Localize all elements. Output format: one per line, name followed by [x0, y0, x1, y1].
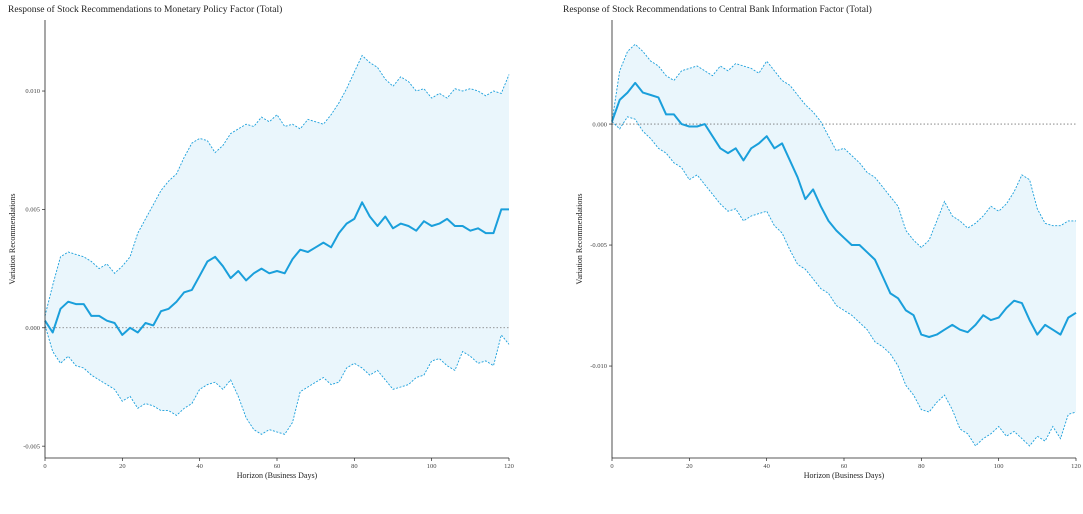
x-tick-label: 80 [918, 463, 925, 470]
y-tick-label: 0.010 [25, 88, 40, 95]
chart-panel-central-bank-information: Response of Stock Recommendations to Cen… [543, 0, 1083, 514]
x-tick-label: 40 [196, 463, 203, 470]
y-tick-label: 0.000 [25, 325, 40, 332]
lower-bound-line [611, 116, 1077, 447]
x-tick-label: 100 [427, 463, 437, 470]
x-tick-label: 100 [994, 463, 1004, 470]
confidence-band-area [45, 55, 509, 435]
x-tick-label: 60 [274, 463, 281, 470]
chart-title: Response of Stock Recommendations to Mon… [8, 5, 283, 15]
y-tick-label: -0.005 [23, 443, 40, 450]
y-tick-label: 0.005 [25, 207, 40, 214]
x-tick-label: 0 [610, 463, 613, 470]
x-tick-label: 120 [1071, 463, 1081, 470]
y-axis-label: Variation Recommendations [8, 194, 17, 285]
x-axis-label: Horizon (Business Days) [237, 471, 318, 480]
upper-bound-line [44, 54, 510, 317]
x-tick-label: 40 [763, 463, 770, 470]
x-tick-label: 20 [119, 463, 126, 470]
y-tick-label: 0.000 [592, 121, 607, 128]
y-tick-label: -0.005 [590, 242, 607, 249]
chart-title: Response of Stock Recommendations to Cen… [563, 5, 872, 15]
chart-central-bank-information: 0 20 40 60 80 100 120 -0.010 -0.005 0.000 Horizon … [575, 20, 1081, 480]
y-axis-label: Variation Recommendations [575, 194, 584, 285]
chart-monetary-policy: 0 20 40 60 80 100 120 -0.005 0.000 0.005 0.010 Hori… [8, 20, 514, 480]
estimate-line [611, 81, 1077, 338]
x-tick-label: 0 [43, 463, 46, 470]
x-tick-label: 20 [686, 463, 693, 470]
x-tick-label: 120 [504, 463, 514, 470]
x-tick-label: 60 [841, 463, 848, 470]
chart-panel-monetary-policy: Response of Stock Recommendations to Mon… [0, 0, 540, 514]
estimate-line [44, 201, 509, 336]
x-tick-label: 80 [351, 463, 358, 470]
y-tick-label: -0.010 [590, 363, 607, 370]
x-axis-label: Horizon (Business Days) [804, 471, 885, 480]
confidence-band-area [612, 44, 1076, 446]
lower-bound-line [44, 325, 510, 435]
